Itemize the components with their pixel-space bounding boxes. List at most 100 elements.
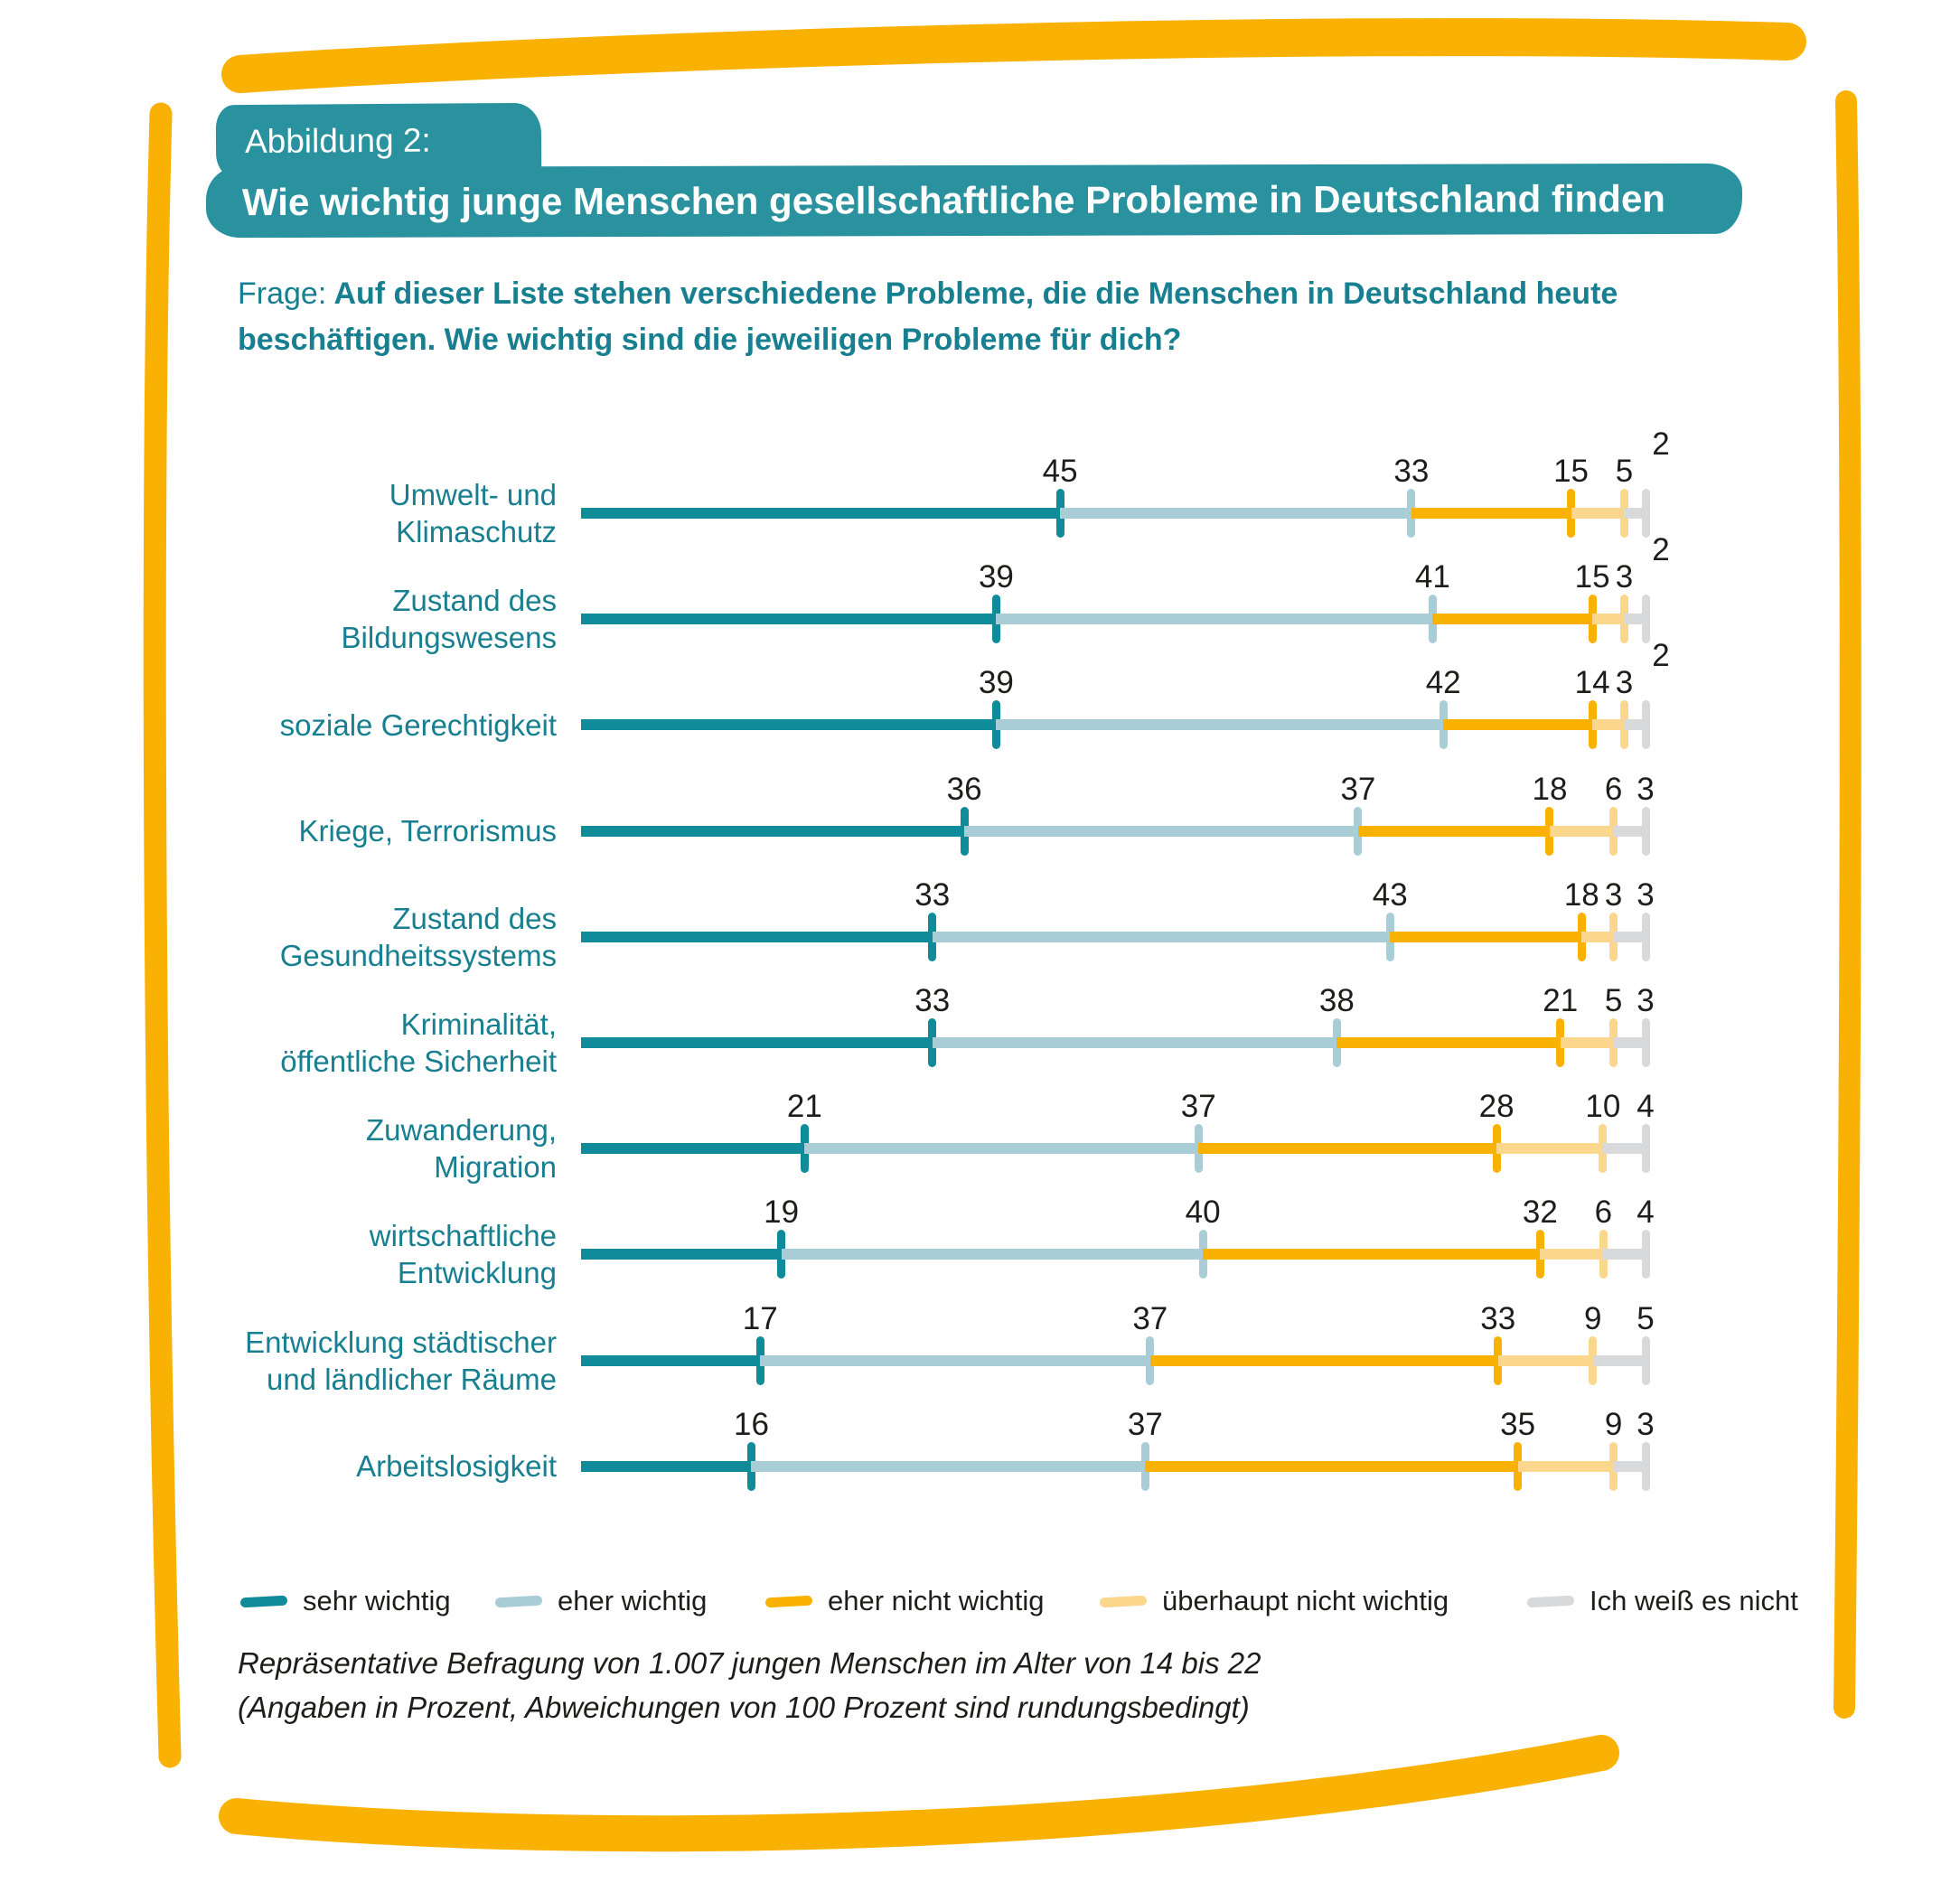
question-line-2: beschäftigen. Wie wichtig sind die jewei… — [238, 323, 1182, 357]
category-label-line: soziale Gerechtigkeit — [279, 707, 557, 742]
category-label-line: Umwelt- und — [389, 478, 557, 511]
bar-segment — [581, 1143, 805, 1155]
bar-segment — [1390, 931, 1582, 942]
bar-segment — [996, 614, 1433, 625]
segment-tick — [1641, 1230, 1650, 1279]
category-label: Zustand des Bildungswesens — [150, 563, 557, 675]
segment-tick — [1641, 1335, 1650, 1385]
legend-item: überhaupt nicht wichtig — [1099, 1583, 1449, 1619]
value-label: 18 — [1563, 876, 1599, 913]
category-label-line: Gesundheitssystems — [279, 938, 557, 972]
question-text: Frage: Auf dieser Liste stehen verschied… — [238, 271, 1729, 363]
value-label: 9 — [1583, 1300, 1602, 1336]
bar-segment — [1549, 825, 1614, 837]
bar-segment — [1411, 508, 1571, 519]
bar-segment — [581, 719, 997, 731]
value-label: 6 — [1594, 1195, 1613, 1231]
value-label: 33 — [914, 983, 951, 1018]
value-label: 21 — [786, 1089, 822, 1125]
category-label: Kriege, Terrorismus — [150, 775, 557, 887]
legend-label: eher nicht wichtig — [828, 1585, 1045, 1616]
bar-segment — [1517, 1460, 1614, 1472]
bar-segment — [1336, 1037, 1561, 1048]
value-label: 14 — [1574, 665, 1610, 701]
category-label: Zuwanderung, Migration — [150, 1092, 557, 1204]
legend-swatch-icon — [764, 1595, 813, 1607]
bar-segment — [781, 1249, 1204, 1260]
segment-tick — [1641, 806, 1650, 856]
value-label: 38 — [1318, 983, 1355, 1018]
value-label: 39 — [978, 559, 1014, 595]
value-label: 2 — [1652, 638, 1670, 674]
footnote-line-1: Repräsentative Befragung von 1.007 junge… — [238, 1646, 1261, 1680]
category-label-line: öffentliche Sicherheit — [280, 1045, 557, 1078]
category-label-line: und ländlicher Räume — [266, 1362, 557, 1396]
legend-swatch-icon — [239, 1595, 288, 1607]
value-label: 28 — [1478, 1089, 1515, 1125]
value-label: 3 — [1636, 1406, 1655, 1442]
question-line-1: Frage: Auf dieser Liste stehen verschied… — [238, 271, 1729, 317]
bar-segment — [1432, 614, 1593, 625]
segment-tick — [1641, 912, 1650, 961]
value-label: 2 — [1652, 532, 1670, 568]
category-label-line: Arbeitslosigkeit — [356, 1449, 557, 1484]
bar-segment — [1145, 1460, 1518, 1472]
value-label: 6 — [1604, 771, 1623, 807]
bar-segment — [1602, 1143, 1646, 1155]
value-label: 42 — [1425, 665, 1461, 701]
legend-label: Ich weiß es nicht — [1590, 1585, 1798, 1616]
value-label: 33 — [1393, 454, 1430, 489]
value-label: 5 — [1604, 983, 1623, 1018]
value-label: 3 — [1636, 983, 1655, 1018]
bar-segment — [1571, 508, 1625, 519]
bar-segment — [1060, 508, 1411, 519]
bar-segment — [1592, 614, 1625, 625]
value-label: 18 — [1532, 771, 1568, 807]
question-prefix: Frage: — [238, 276, 327, 311]
category-label-line: Migration — [434, 1150, 557, 1185]
value-label: 41 — [1414, 559, 1450, 595]
value-label: 36 — [946, 771, 982, 807]
bar-segment — [996, 719, 1444, 731]
category-label-line: wirtschaftliche — [369, 1219, 557, 1253]
legend-item: eher nicht wichtig — [764, 1583, 1045, 1619]
category-label: wirtschaftliche Entwicklung — [150, 1198, 557, 1310]
value-label: 45 — [1042, 454, 1078, 489]
legend-swatch-icon — [1526, 1595, 1575, 1607]
category-label: soziale Gerechtigkeit — [150, 669, 557, 781]
value-label: 37 — [1340, 771, 1376, 807]
value-label: 3 — [1636, 771, 1655, 807]
bar-segment — [804, 1143, 1199, 1155]
bar-segment — [581, 1037, 933, 1048]
category-label: Umwelt- und Klimaschutz — [150, 457, 557, 569]
value-label: 2 — [1652, 426, 1670, 462]
value-label: 3 — [1604, 876, 1623, 913]
value-label: 4 — [1636, 1195, 1655, 1231]
bar-segment — [1581, 931, 1614, 942]
bar-segment — [1592, 719, 1625, 731]
value-label: 10 — [1585, 1089, 1621, 1125]
bar-segment — [1496, 1143, 1603, 1155]
value-label: 3 — [1636, 876, 1655, 913]
bar-segment — [1357, 825, 1550, 837]
segment-tick — [1641, 1018, 1650, 1067]
value-label: 15 — [1574, 559, 1610, 595]
segment-tick — [1641, 595, 1650, 644]
value-label: 35 — [1500, 1406, 1536, 1442]
bar-segment — [581, 1354, 761, 1366]
bar-segment — [1560, 1037, 1614, 1048]
category-label-line: Bildungswesens — [341, 621, 557, 655]
value-label: 33 — [914, 876, 951, 913]
legend-label: eher wichtig — [558, 1585, 708, 1616]
value-label: 37 — [1180, 1089, 1216, 1125]
bar-segment — [932, 931, 1391, 942]
category-label-line: Entwicklung städtischer — [245, 1325, 557, 1359]
category-label: Zustand des Gesundheitssystems — [150, 881, 557, 993]
category-label-line: Zustand des — [392, 584, 557, 618]
bar-segment — [1203, 1249, 1541, 1260]
segment-tick — [1641, 700, 1650, 750]
category-label-line: Kriminalität, — [400, 1007, 557, 1041]
bar-segment — [581, 614, 997, 625]
category-label: Entwicklung städtischer und ländlicher Rä… — [150, 1305, 557, 1417]
